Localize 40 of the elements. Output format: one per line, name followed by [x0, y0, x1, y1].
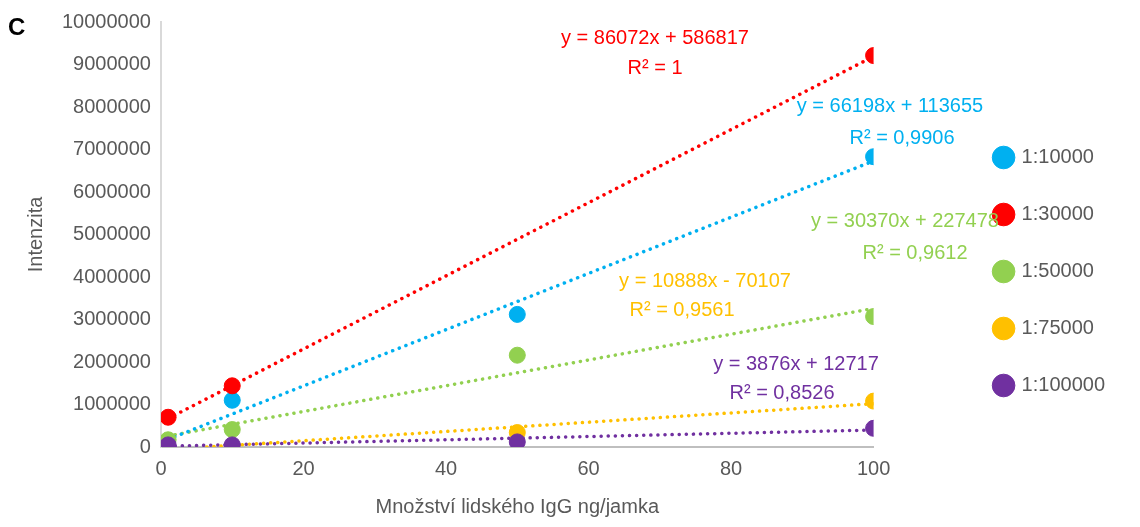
annotation: y = 3876x + 12717 [713, 351, 879, 374]
y-tick-label: 7000000 [73, 137, 151, 160]
annotation: y = 66198x + 113655 [796, 93, 984, 116]
x-tick-label: 0 [155, 456, 167, 479]
chart-title: C [8, 12, 26, 40]
y-tick-label: 2000000 [73, 349, 151, 372]
annotation: y = 10888x - 70107 [619, 268, 791, 291]
point [508, 305, 526, 323]
annotation: R² = 1 [627, 55, 683, 78]
y-tick-label: 6000000 [73, 179, 151, 202]
point [223, 391, 241, 409]
annotation: R² = 0,8526 [729, 380, 835, 403]
x-axis-title: Množství lidského IgG ng/jamka [375, 494, 660, 517]
annotation: R² = 0,9906 [849, 125, 955, 148]
y-tick-label: 1000000 [73, 392, 151, 415]
y-tick-label: 8000000 [73, 94, 151, 117]
y-tick-label: 9000000 [73, 52, 151, 75]
point [508, 346, 526, 364]
legend-label: 1:100000 [1021, 373, 1105, 396]
x-tick-label: 20 [292, 456, 315, 479]
legend-label: 1:75000 [1021, 316, 1094, 339]
y-tick-label: 4000000 [73, 264, 151, 287]
annotation: y = 86072x + 586817 [561, 25, 749, 48]
y-tick-label: 10000000 [62, 9, 151, 32]
point [223, 421, 241, 439]
x-tick-label: 60 [577, 456, 600, 479]
annotation: R² = 0,9561 [629, 297, 735, 320]
y-tick-label: 5000000 [73, 222, 151, 245]
x-tick-label: 100 [856, 456, 891, 479]
y-tick-label: 0 [139, 434, 151, 457]
y-axis-title: Intenzita [23, 195, 46, 273]
legend-label: 1:30000 [1021, 202, 1094, 225]
point [160, 408, 177, 426]
annotation: R² = 0,9612 [862, 240, 968, 263]
x-tick-label: 80 [719, 456, 743, 479]
legend-label: 1:10000 [1021, 145, 1094, 168]
legend-label: 1:50000 [1021, 259, 1094, 282]
y-tick-label: 3000000 [73, 307, 151, 330]
x-tick-label: 40 [434, 456, 458, 479]
point [223, 377, 241, 395]
